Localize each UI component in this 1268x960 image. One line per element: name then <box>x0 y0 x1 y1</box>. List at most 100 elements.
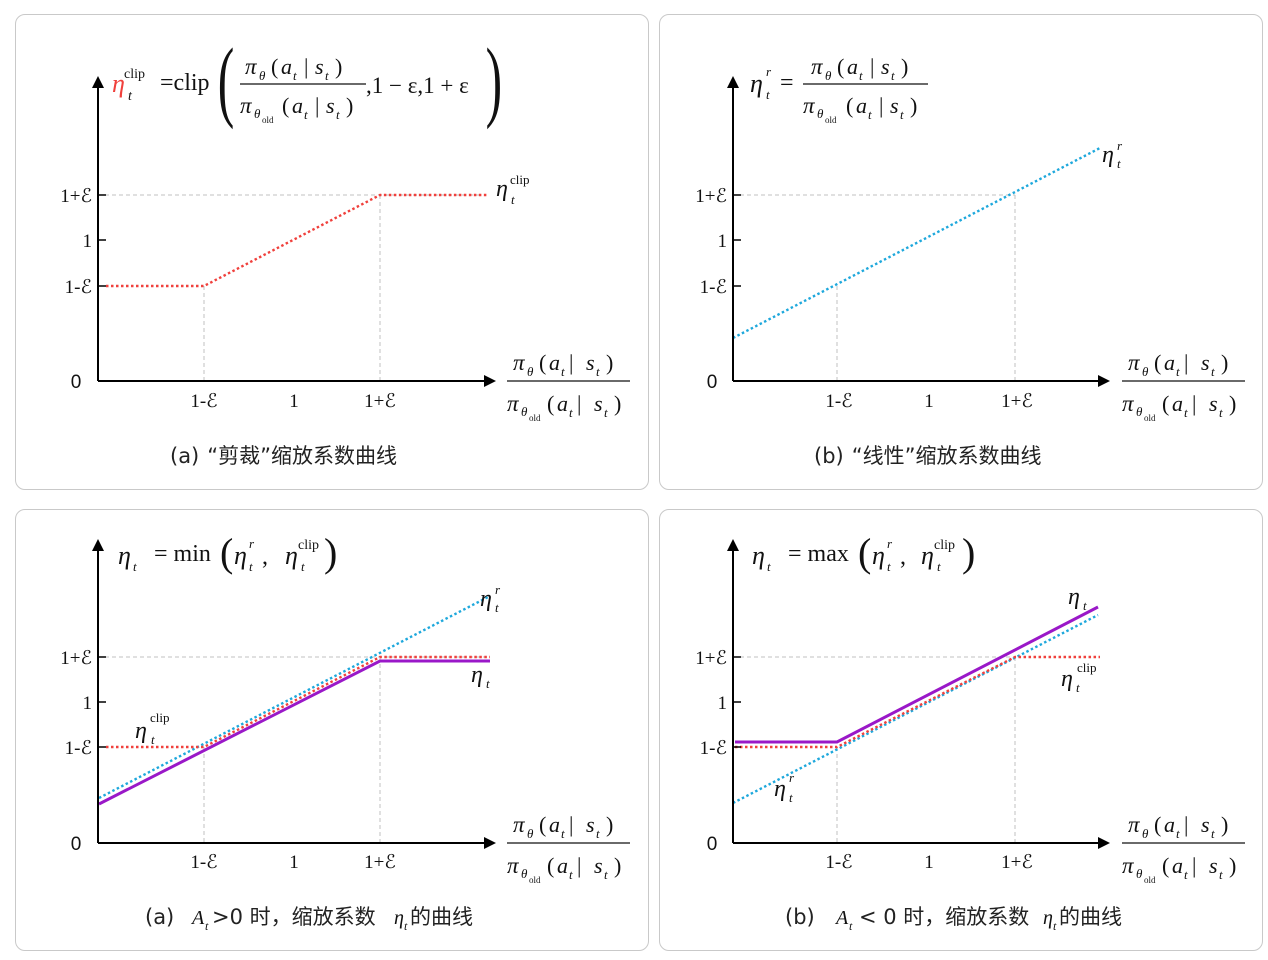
svg-text:t: t <box>1176 826 1180 841</box>
panel-max-plot: 1+ℰ 1 1-ℰ 0 1-ℰ 1 1+ℰ η t = max ( η r t … <box>695 530 1245 933</box>
svg-text:π: π <box>1128 812 1141 837</box>
svg-text:t: t <box>561 364 565 379</box>
x-tick-label: 1+ℰ <box>1001 391 1033 412</box>
svg-text:θ: θ <box>259 68 266 83</box>
y-tick-label: 1 <box>83 231 93 252</box>
svg-text:π: π <box>245 54 258 79</box>
svg-text:A: A <box>834 907 849 929</box>
svg-text:A: A <box>190 907 205 929</box>
svg-text:= min: = min <box>154 541 211 567</box>
svg-text:old: old <box>262 115 274 125</box>
panel-clip-plot: 1+ℰ 1 1-ℰ 0 1-ℰ 1 1+ℰ η clip t =clip ( π… <box>60 29 630 468</box>
panel-max <box>659 509 1263 951</box>
svg-text:θ: θ <box>1142 364 1149 379</box>
svg-text:t: t <box>249 559 253 574</box>
panel-caption: (a) A t >0 时，缩放系数 η t 的曲线 <box>145 905 473 933</box>
origin-label: 0 <box>71 834 82 855</box>
svg-text:π: π <box>507 391 520 416</box>
svg-text:t: t <box>891 68 895 83</box>
linear-curve-label: η r t <box>774 770 795 805</box>
x-tick-label: 1-ℰ <box>825 391 852 412</box>
svg-text:t: t <box>486 676 490 691</box>
svg-text:t: t <box>596 826 600 841</box>
svg-text:(: ( <box>539 350 546 375</box>
svg-text:(b): (b) <box>785 905 815 929</box>
svg-text:s: s <box>594 391 603 416</box>
clip-curve <box>735 655 1100 749</box>
guide-lines <box>733 656 1016 843</box>
svg-text:t: t <box>133 559 137 574</box>
y-tick-label: 1-ℰ <box>700 738 727 759</box>
svg-text:a: a <box>1172 853 1183 878</box>
x-tick-label: 1 <box>924 852 934 873</box>
svg-text:|: | <box>577 391 581 416</box>
svg-text:t: t <box>789 790 793 805</box>
svg-text:a: a <box>847 54 858 79</box>
svg-text:t: t <box>128 89 133 104</box>
svg-text:t: t <box>304 107 308 122</box>
svg-text:η: η <box>480 586 492 612</box>
svg-text:a: a <box>856 93 867 118</box>
svg-text:η: η <box>471 662 483 688</box>
svg-text:s: s <box>594 853 603 878</box>
svg-text:(: ( <box>1154 812 1161 837</box>
svg-text:a: a <box>292 93 303 118</box>
svg-text:η: η <box>774 776 786 802</box>
origin-label: 0 <box>707 834 718 855</box>
svg-text:的曲线: 的曲线 <box>1059 905 1122 929</box>
svg-text:η: η <box>1061 666 1073 692</box>
min-formula: η t = min ( η r t , η clip t ) <box>118 530 337 575</box>
svg-text:(: ( <box>858 530 871 575</box>
svg-text:|: | <box>1184 812 1188 837</box>
svg-text:θ: θ <box>254 106 261 121</box>
linear-curve <box>732 146 1101 340</box>
svg-text:t: t <box>900 107 904 122</box>
svg-text:s: s <box>890 93 899 118</box>
clip-curve-label: η clip t <box>1061 660 1097 695</box>
svg-text:old: old <box>1144 413 1156 423</box>
svg-text:θ: θ <box>527 364 534 379</box>
panel-linear <box>659 14 1263 490</box>
svg-text:η: η <box>285 541 298 570</box>
svg-text:): ) <box>1229 391 1236 416</box>
svg-text:=: = <box>780 70 794 96</box>
svg-text:): ) <box>606 350 613 375</box>
svg-text:): ) <box>1229 853 1236 878</box>
svg-text:r: r <box>249 536 255 551</box>
svg-text:t: t <box>887 559 891 574</box>
svg-text:clip: clip <box>510 172 530 187</box>
x-tick-label: 1-ℰ <box>190 852 217 873</box>
linear-curve <box>732 613 1099 805</box>
x-axis-ratio-label: π θ ( a t | s t ) π θ old ( a t | s t ) <box>1122 350 1245 423</box>
linear-curve-label: η r t <box>1102 138 1123 171</box>
svg-text:r: r <box>789 770 795 785</box>
svg-text:t: t <box>569 867 573 882</box>
svg-text:old: old <box>529 413 541 423</box>
svg-text:t: t <box>569 405 573 420</box>
svg-text:(: ( <box>547 391 554 416</box>
svg-text:π: π <box>811 54 824 79</box>
svg-text:η: η <box>921 541 934 570</box>
svg-text:clip: clip <box>934 538 955 553</box>
svg-text:(: ( <box>282 93 289 118</box>
svg-text:t: t <box>1219 405 1223 420</box>
svg-text:η: η <box>496 176 508 202</box>
svg-text:s: s <box>315 54 324 79</box>
svg-text:η: η <box>872 541 885 570</box>
y-tick-label: 1+ℰ <box>695 186 727 207</box>
svg-text:|: | <box>577 853 581 878</box>
origin-label: 0 <box>71 372 82 393</box>
svg-text:s: s <box>1209 391 1218 416</box>
svg-text:t: t <box>596 364 600 379</box>
svg-text:θ: θ <box>1142 826 1149 841</box>
guide-lines <box>98 656 490 843</box>
svg-text:): ) <box>346 93 353 118</box>
svg-text:,1 − ε,1 + ε: ,1 − ε,1 + ε <box>366 73 469 98</box>
svg-text:t: t <box>404 919 408 933</box>
y-tick-label: 1-ℰ <box>65 738 92 759</box>
svg-text:s: s <box>586 812 595 837</box>
linear-curve-label: η r t <box>480 582 501 615</box>
panel-min <box>15 509 649 951</box>
x-axis-ratio-label: π θ ( a t | s t ) π θ old ( a t | s t ) <box>507 350 630 423</box>
x-tick-label: 1+ℰ <box>1001 852 1033 873</box>
